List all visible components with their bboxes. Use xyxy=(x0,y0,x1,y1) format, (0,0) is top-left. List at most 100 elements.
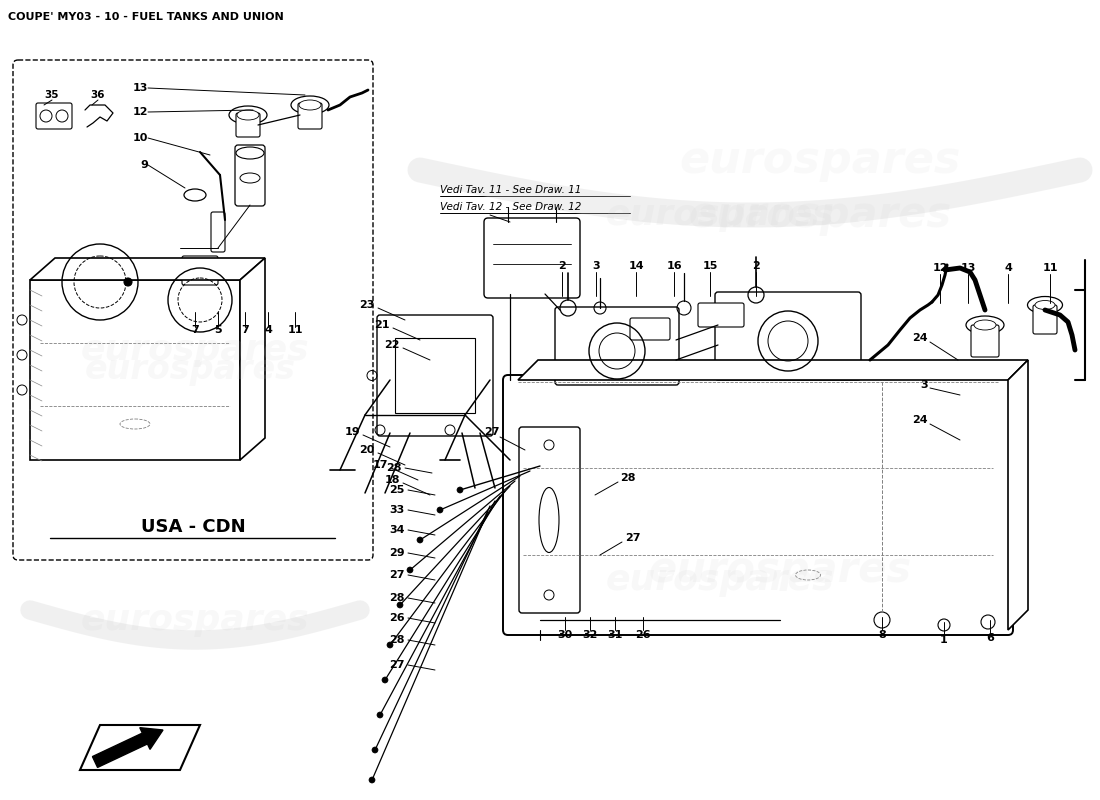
Text: 16: 16 xyxy=(667,261,682,271)
Text: 13: 13 xyxy=(133,83,148,93)
Ellipse shape xyxy=(236,147,264,159)
Text: USA - CDN: USA - CDN xyxy=(141,518,245,536)
Text: 3: 3 xyxy=(921,380,928,390)
FancyBboxPatch shape xyxy=(182,256,218,285)
Text: 15: 15 xyxy=(702,261,717,271)
Text: eurospares: eurospares xyxy=(606,198,834,232)
FancyBboxPatch shape xyxy=(13,60,373,560)
Ellipse shape xyxy=(236,110,258,120)
Circle shape xyxy=(372,747,378,753)
Text: 7: 7 xyxy=(241,325,249,335)
Text: 7: 7 xyxy=(191,325,199,335)
Text: 23: 23 xyxy=(360,300,375,310)
Text: 19: 19 xyxy=(344,427,360,437)
Text: 11: 11 xyxy=(287,325,303,335)
Text: eurospares: eurospares xyxy=(689,194,952,236)
Text: 27: 27 xyxy=(625,533,640,543)
Text: 30: 30 xyxy=(558,630,573,640)
Polygon shape xyxy=(240,258,265,460)
Ellipse shape xyxy=(229,106,267,124)
Circle shape xyxy=(368,777,375,783)
Text: 10: 10 xyxy=(133,133,148,143)
FancyBboxPatch shape xyxy=(298,103,322,129)
Circle shape xyxy=(397,602,403,608)
Text: 26: 26 xyxy=(389,613,405,623)
FancyBboxPatch shape xyxy=(30,280,240,460)
Text: 28: 28 xyxy=(389,593,405,603)
Circle shape xyxy=(124,278,132,286)
FancyBboxPatch shape xyxy=(503,375,1013,635)
Text: 5: 5 xyxy=(214,325,222,335)
Text: 21: 21 xyxy=(374,320,390,330)
Text: 31: 31 xyxy=(607,630,623,640)
Ellipse shape xyxy=(795,570,821,580)
FancyBboxPatch shape xyxy=(556,307,679,385)
Text: 32: 32 xyxy=(582,630,597,640)
Text: COUPE' MY03 - 10 - FUEL TANKS AND UNION: COUPE' MY03 - 10 - FUEL TANKS AND UNION xyxy=(8,12,284,22)
FancyBboxPatch shape xyxy=(235,145,265,206)
FancyBboxPatch shape xyxy=(698,303,744,327)
Text: Vedi Tav. 12 - See Draw. 12: Vedi Tav. 12 - See Draw. 12 xyxy=(440,202,582,212)
Circle shape xyxy=(377,712,383,718)
Circle shape xyxy=(407,567,412,573)
FancyBboxPatch shape xyxy=(377,315,493,436)
Circle shape xyxy=(387,642,393,648)
Text: eurospares: eurospares xyxy=(80,603,309,637)
FancyBboxPatch shape xyxy=(36,103,72,129)
Text: eurospares: eurospares xyxy=(606,563,834,597)
Polygon shape xyxy=(80,725,200,770)
Text: 11: 11 xyxy=(1043,263,1058,273)
FancyBboxPatch shape xyxy=(971,325,999,357)
Circle shape xyxy=(382,677,388,683)
Polygon shape xyxy=(518,360,1028,380)
Text: 2: 2 xyxy=(558,261,565,271)
Ellipse shape xyxy=(120,419,150,429)
Text: 14: 14 xyxy=(628,261,643,271)
FancyBboxPatch shape xyxy=(519,427,580,613)
FancyBboxPatch shape xyxy=(395,338,475,413)
Text: eurospares: eurospares xyxy=(85,354,296,386)
Text: 9: 9 xyxy=(140,160,148,170)
Circle shape xyxy=(456,487,463,493)
Text: 36: 36 xyxy=(90,90,106,100)
Text: 22: 22 xyxy=(385,340,400,350)
Text: 27: 27 xyxy=(389,570,405,580)
Text: 28: 28 xyxy=(620,473,636,483)
Text: 25: 25 xyxy=(389,485,405,495)
Text: 20: 20 xyxy=(360,445,375,455)
Text: 27: 27 xyxy=(389,660,405,670)
Ellipse shape xyxy=(292,96,329,114)
Text: 12: 12 xyxy=(933,263,948,273)
Text: 1: 1 xyxy=(940,635,948,645)
Ellipse shape xyxy=(240,173,260,183)
Circle shape xyxy=(417,537,424,543)
Circle shape xyxy=(437,507,443,513)
Text: 12: 12 xyxy=(132,107,148,117)
Text: 2: 2 xyxy=(752,261,760,271)
Text: 29: 29 xyxy=(389,548,405,558)
Text: 27: 27 xyxy=(484,427,500,437)
Text: Vedi Tav. 11 - See Draw. 11: Vedi Tav. 11 - See Draw. 11 xyxy=(440,185,582,195)
FancyBboxPatch shape xyxy=(484,218,580,298)
Text: 34: 34 xyxy=(389,525,405,535)
Text: 35: 35 xyxy=(45,90,59,100)
Text: 8: 8 xyxy=(878,630,886,640)
Text: 33: 33 xyxy=(389,505,405,515)
Ellipse shape xyxy=(966,316,1004,334)
Text: 24: 24 xyxy=(912,333,928,343)
Text: 4: 4 xyxy=(264,325,272,335)
Ellipse shape xyxy=(184,189,206,201)
Text: 6: 6 xyxy=(986,633,994,643)
FancyBboxPatch shape xyxy=(236,113,260,137)
Text: 28: 28 xyxy=(389,635,405,645)
FancyBboxPatch shape xyxy=(1033,305,1057,334)
Text: eurospares: eurospares xyxy=(80,333,309,367)
FancyArrow shape xyxy=(92,728,163,767)
Text: 17: 17 xyxy=(373,460,388,470)
FancyBboxPatch shape xyxy=(630,318,670,340)
Polygon shape xyxy=(30,258,265,280)
Ellipse shape xyxy=(974,320,996,330)
Text: 4: 4 xyxy=(1004,263,1012,273)
Polygon shape xyxy=(1008,360,1028,630)
FancyBboxPatch shape xyxy=(715,292,861,380)
